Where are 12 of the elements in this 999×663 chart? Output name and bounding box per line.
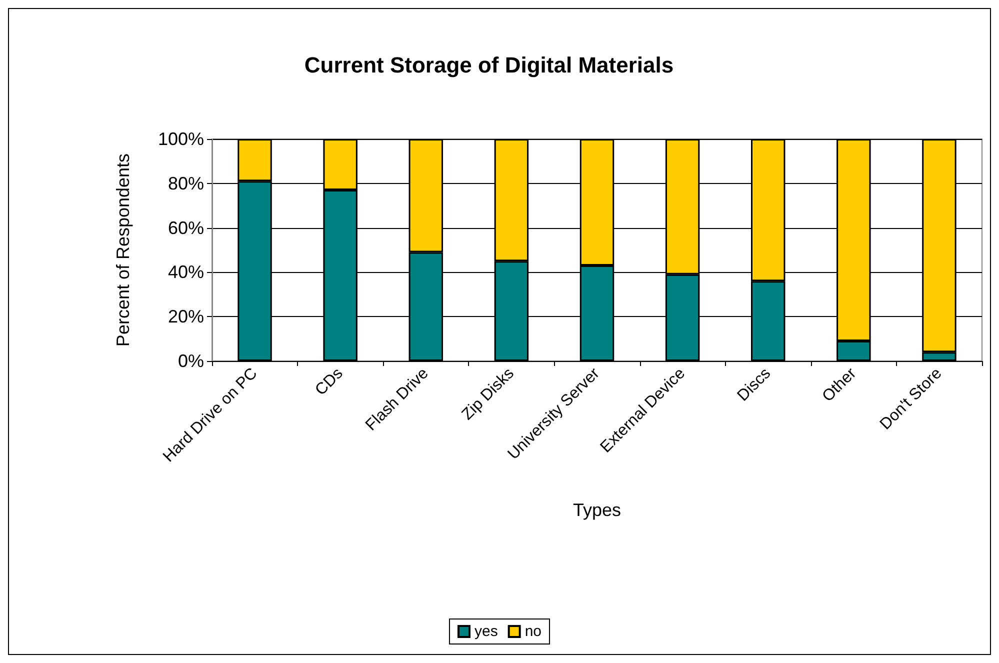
chart-title: Current Storage of Digital Materials: [304, 52, 674, 78]
y-axis-title: Percent of Respondents: [113, 153, 133, 347]
y-tick-label: 40%: [168, 262, 204, 282]
y-tick-label: 80%: [168, 173, 204, 194]
y-tick-label: 20%: [168, 306, 204, 327]
legend-label: no: [524, 623, 542, 640]
x-tick-label: CDs: [312, 364, 346, 399]
y-tick-label: 100%: [158, 129, 204, 149]
y-tick-label: 60%: [168, 218, 204, 238]
legend-label: yes: [474, 623, 498, 640]
x-axis-title: Types: [572, 500, 622, 520]
y-tick-label: 0%: [178, 351, 204, 371]
